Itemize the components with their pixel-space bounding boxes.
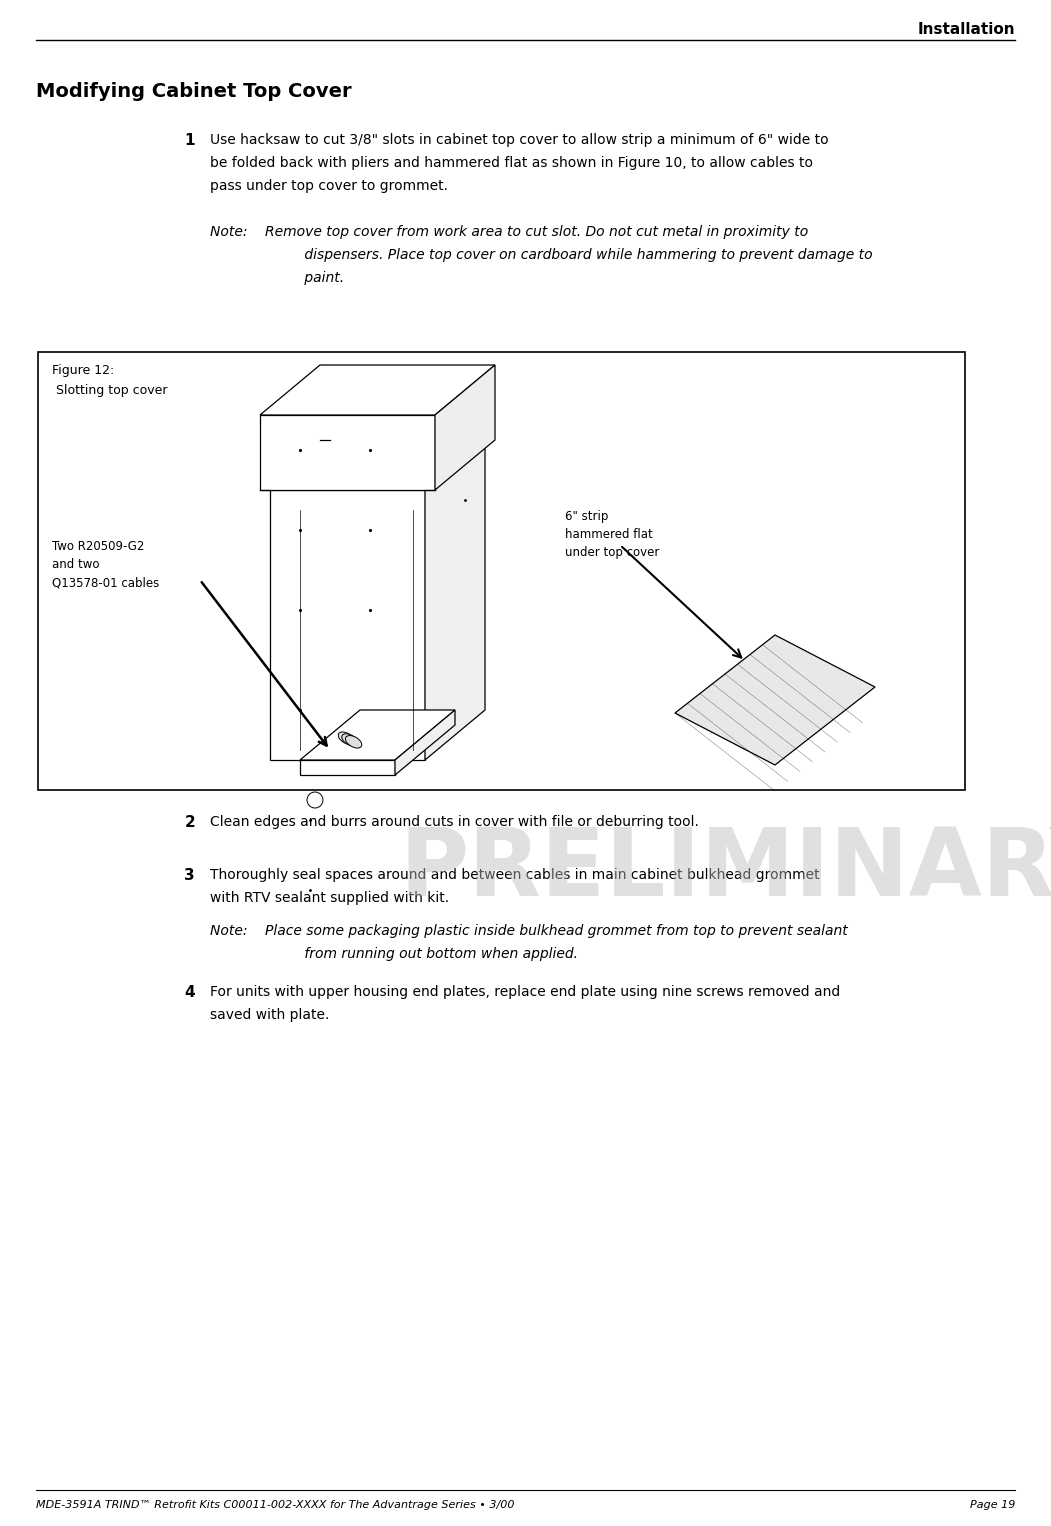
Polygon shape xyxy=(425,439,485,760)
Bar xyxy=(260,415,435,490)
Text: Place some packaging plastic inside bulkhead grommet from top to prevent sealant: Place some packaging plastic inside bulk… xyxy=(265,925,848,961)
Circle shape xyxy=(307,792,323,807)
Text: under top cover: under top cover xyxy=(565,546,659,559)
Text: Remove top cover from work area to cut slot. Do not cut metal in proximity to
  : Remove top cover from work area to cut s… xyxy=(265,224,872,285)
Text: Note:: Note: xyxy=(210,224,256,240)
Polygon shape xyxy=(300,710,455,760)
Text: Note:: Note: xyxy=(210,925,256,938)
Bar xyxy=(270,490,425,760)
Text: and two: and two xyxy=(51,559,100,571)
Ellipse shape xyxy=(342,734,358,746)
Text: 6" strip: 6" strip xyxy=(565,510,609,523)
Text: 3: 3 xyxy=(184,868,195,884)
Text: For units with upper housing end plates, replace end plate using nine screws rem: For units with upper housing end plates,… xyxy=(210,984,840,1022)
Text: 2: 2 xyxy=(184,815,195,830)
Text: MDE-3591A TRIND™ Retrofit Kits C00011-002-XXXX for The Advantrage Series • 3/00: MDE-3591A TRIND™ Retrofit Kits C00011-00… xyxy=(36,1500,515,1511)
Text: PRELIMINARY: PRELIMINARY xyxy=(399,824,1051,916)
Text: Figure 12:: Figure 12: xyxy=(51,365,115,377)
Text: Clean edges and burrs around cuts in cover with file or deburring tool.: Clean edges and burrs around cuts in cov… xyxy=(210,815,699,829)
Ellipse shape xyxy=(346,736,362,748)
Polygon shape xyxy=(270,439,485,490)
Text: Use hacksaw to cut 3/8" slots in cabinet top cover to allow strip a minimum of 6: Use hacksaw to cut 3/8" slots in cabinet… xyxy=(210,133,828,192)
Text: Slotting top cover: Slotting top cover xyxy=(51,385,167,397)
Polygon shape xyxy=(675,635,875,765)
Bar xyxy=(300,760,395,775)
Polygon shape xyxy=(395,710,455,775)
Text: Thoroughly seal spaces around and between cables in main cabinet bulkhead gromme: Thoroughly seal spaces around and betwee… xyxy=(210,868,820,905)
Text: Q13578-01 cables: Q13578-01 cables xyxy=(51,575,160,589)
Polygon shape xyxy=(260,365,495,415)
Polygon shape xyxy=(435,365,495,490)
Text: Page 19: Page 19 xyxy=(970,1500,1015,1511)
Text: Two R20509-G2: Two R20509-G2 xyxy=(51,540,144,552)
Text: hammered flat: hammered flat xyxy=(565,528,653,542)
Ellipse shape xyxy=(338,732,354,745)
Bar xyxy=(38,353,965,790)
Text: Modifying Cabinet Top Cover: Modifying Cabinet Top Cover xyxy=(36,82,352,101)
Text: 1: 1 xyxy=(185,133,195,148)
Text: Installation: Installation xyxy=(918,21,1015,37)
Text: 4: 4 xyxy=(184,984,195,1000)
